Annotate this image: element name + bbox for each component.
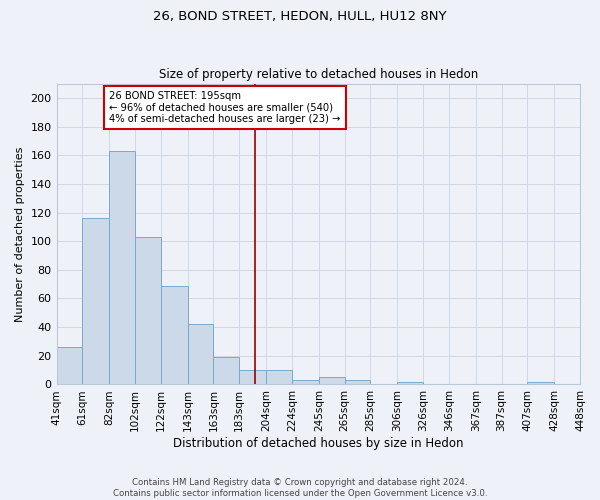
- Bar: [214, 357, 239, 384]
- Text: 26 BOND STREET: 195sqm
← 96% of detached houses are smaller (540)
4% of semi-det: 26 BOND STREET: 195sqm ← 96% of detached…: [109, 90, 341, 124]
- Title: Size of property relative to detached houses in Hedon: Size of property relative to detached ho…: [158, 68, 478, 81]
- Bar: [188, 324, 214, 384]
- Bar: [292, 380, 319, 384]
- Bar: [319, 378, 344, 384]
- Y-axis label: Number of detached properties: Number of detached properties: [15, 146, 25, 322]
- Bar: [56, 347, 82, 385]
- Text: 26, BOND STREET, HEDON, HULL, HU12 8NY: 26, BOND STREET, HEDON, HULL, HU12 8NY: [153, 10, 447, 23]
- Bar: [109, 151, 135, 384]
- Bar: [239, 370, 266, 384]
- Text: Contains HM Land Registry data © Crown copyright and database right 2024.
Contai: Contains HM Land Registry data © Crown c…: [113, 478, 487, 498]
- Bar: [135, 237, 161, 384]
- Bar: [82, 218, 109, 384]
- Bar: [266, 370, 292, 384]
- X-axis label: Distribution of detached houses by size in Hedon: Distribution of detached houses by size …: [173, 437, 464, 450]
- Bar: [161, 286, 188, 384]
- Bar: [344, 380, 370, 384]
- Bar: [527, 382, 554, 384]
- Bar: [397, 382, 423, 384]
